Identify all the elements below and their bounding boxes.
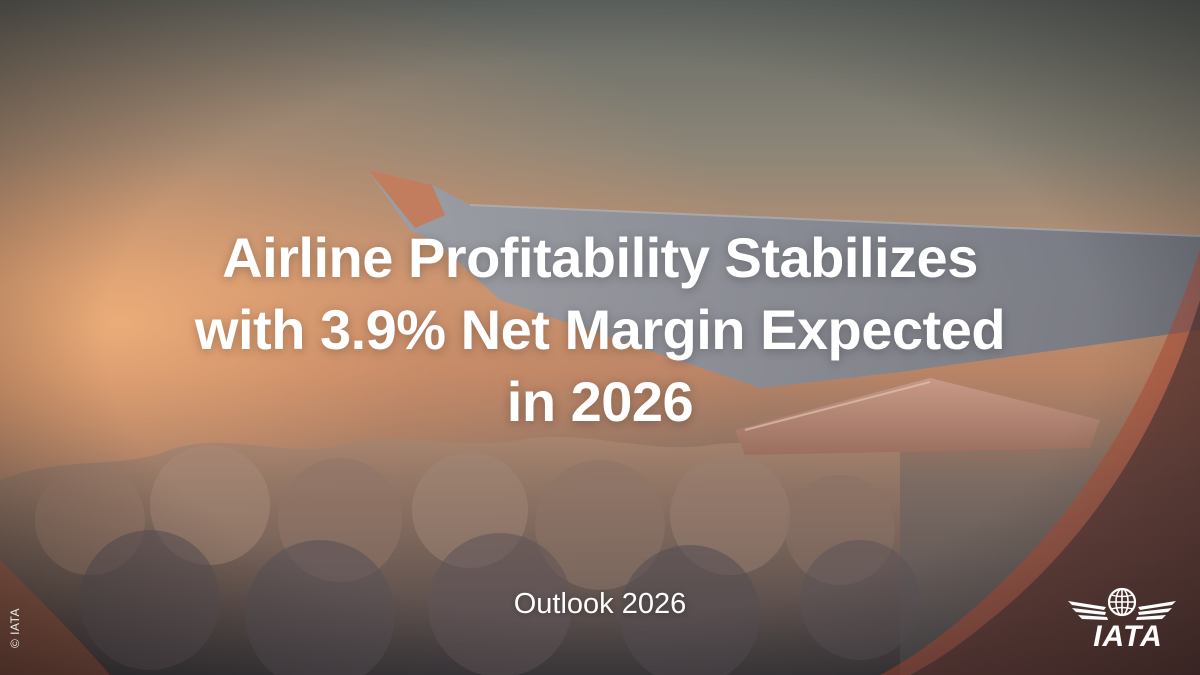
- headline-line-3: in 2026: [506, 370, 694, 433]
- subtitle: Outlook 2026: [513, 588, 687, 620]
- headline-line-1: Airline Profitability Stabilizes: [222, 226, 978, 289]
- copyright-notice: © IATA: [8, 607, 22, 648]
- logo-wordmark: IATA: [1093, 620, 1163, 653]
- headline-line-2: with 3.9% Net Margin Expected: [194, 298, 1006, 361]
- iata-globe-wings-logo-icon: [1068, 587, 1176, 620]
- headline: Airline Profitability Stabilizes with 3.…: [80, 222, 1120, 438]
